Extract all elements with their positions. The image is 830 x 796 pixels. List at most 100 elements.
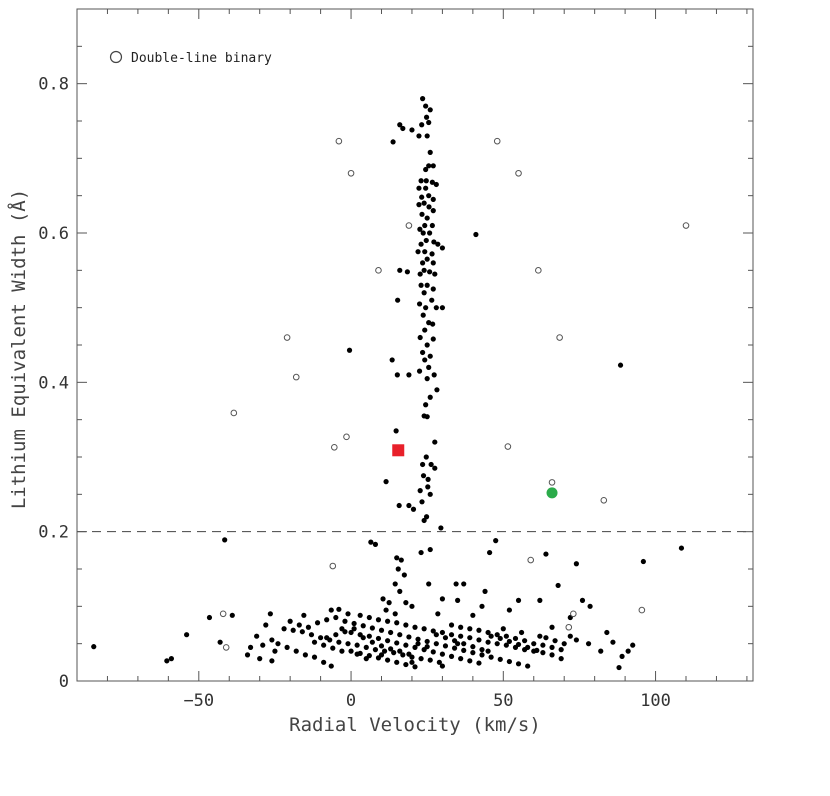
data-point [430,163,436,169]
x-tick-label: 50 [493,691,513,711]
data-point [430,260,436,266]
data-point [420,312,426,318]
data-point [378,652,385,658]
data-point [525,663,531,669]
data-point [455,641,461,647]
data-point [416,202,422,208]
data-point [168,656,174,662]
data-point [348,648,354,654]
binary-point [219,610,227,618]
data-point [423,166,429,173]
data-point [424,133,430,139]
data-point [427,149,433,155]
data-point [497,635,503,642]
data-point [318,635,324,641]
data-point [328,607,334,613]
binary-point [222,644,230,651]
binary-point [556,334,563,341]
data-point [426,320,432,326]
data-point [506,638,512,645]
data-point [91,644,97,650]
data-point [416,301,423,307]
data-point [366,614,372,621]
data-point [448,653,455,659]
legend: Double-line binary [109,50,272,66]
data-point [435,241,441,247]
data-point [369,625,375,631]
data-point [423,454,429,460]
data-point [424,414,430,420]
data-point [461,647,467,653]
data-point [423,514,430,520]
data-point [432,465,438,471]
data-point [394,555,400,561]
data-point [395,566,401,572]
binary-point [343,433,350,441]
data-point [267,611,273,617]
legend-label: Double-line binary [131,51,272,66]
data-point [339,648,345,654]
binary-point [565,623,573,631]
data-point [421,290,427,296]
data-point [567,633,573,639]
data-point [426,364,432,370]
data-point [573,637,579,643]
data-point [549,624,555,630]
data-point [616,664,622,671]
data-point [487,549,493,556]
data-point [573,561,579,567]
data-point [485,648,491,654]
data-point [404,269,410,275]
y-tick-label: 0.2 [38,523,69,543]
data-point [515,661,522,667]
data-point [333,632,339,638]
data-point [417,488,423,494]
binary-point [405,222,413,229]
data-point [287,618,293,624]
data-point [458,633,464,639]
data-point [360,623,366,629]
data-point [430,196,436,202]
data-point [393,428,399,434]
data-point [403,600,409,606]
data-point [254,633,260,639]
binary-point [375,267,382,274]
data-point [360,635,366,641]
data-point [311,639,318,645]
data-point [433,181,439,188]
data-point [363,644,369,651]
data-point [503,633,509,639]
data-point [549,644,555,651]
data-point [369,639,375,645]
data-point [617,362,624,368]
data-point [579,597,586,603]
data-point [453,581,459,587]
data-point [426,193,432,199]
data-point [417,334,423,341]
data-point [418,656,424,662]
data-point [424,638,430,645]
data-point [415,636,421,642]
data-point [458,624,464,630]
data-point [333,614,339,621]
data-point [485,629,491,636]
data-point [421,517,427,524]
data-point [598,648,604,654]
data-point [435,611,441,617]
data-point [540,642,546,648]
data-point [305,624,312,630]
legend-open-circle-marker [109,50,123,64]
y-tick-label: 0 [59,672,69,692]
data-point [392,581,398,587]
data-point [416,185,422,191]
data-point [426,204,432,210]
binary-point [535,267,542,274]
data-point [397,267,403,273]
highlight-square-point [392,444,405,457]
data-point [429,297,435,303]
data-point [412,664,418,670]
data-point [418,282,424,288]
data-point [561,641,567,647]
data-point [506,607,512,613]
